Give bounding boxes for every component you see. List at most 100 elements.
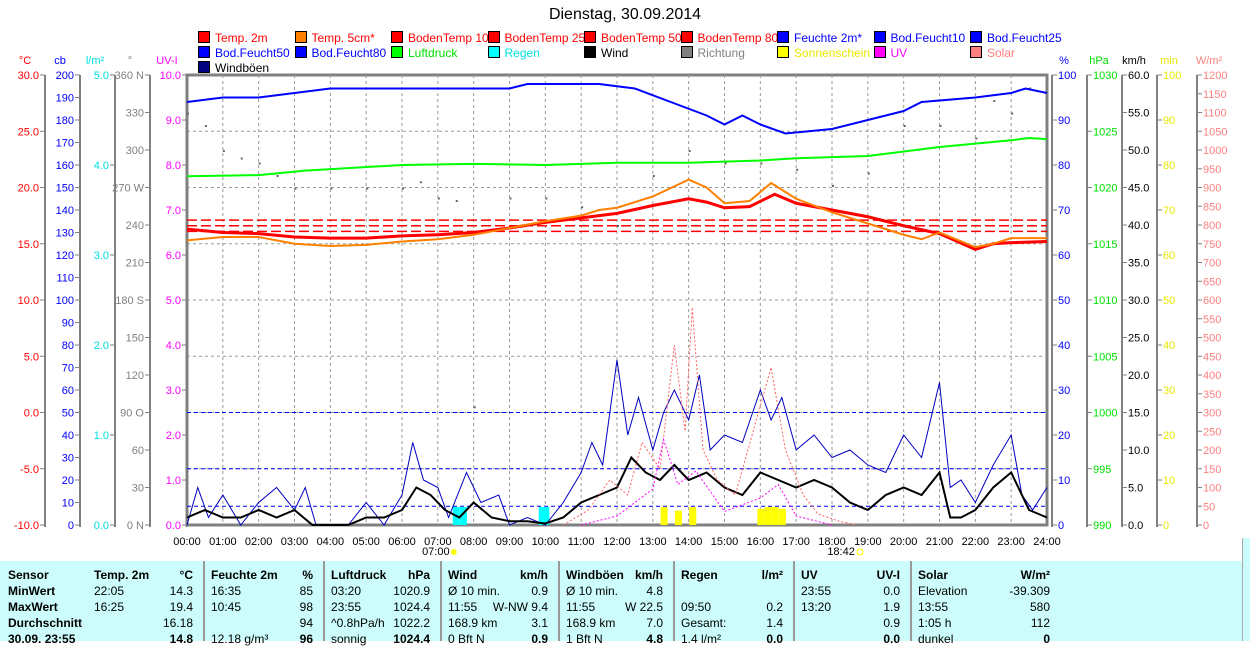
axis-tick-label: 70 bbox=[62, 363, 74, 375]
axis-tick-label: 160 bbox=[56, 160, 74, 172]
legend-swatch bbox=[391, 31, 403, 43]
table-cell: 10:45 bbox=[211, 600, 242, 614]
x-tick-label: 17:00 bbox=[782, 536, 810, 548]
axis-tick-label: 200 bbox=[56, 70, 74, 82]
table-cell: 16:25 bbox=[94, 600, 125, 614]
axis-tick-label: 20 bbox=[1163, 430, 1175, 442]
axis-tick-label: 990 bbox=[1093, 520, 1111, 532]
legend-swatch bbox=[680, 31, 693, 43]
legend-swatch bbox=[680, 46, 693, 58]
sunshine-bar bbox=[764, 507, 772, 525]
axis-tick-label: 6.0 bbox=[166, 250, 181, 262]
table-cell: 1.9 bbox=[883, 600, 900, 614]
axis-tick-label: 0 bbox=[1058, 520, 1064, 532]
table-row: 30.09. 23:55 bbox=[0, 631, 86, 647]
legend-swatch bbox=[294, 31, 307, 43]
table-column: Regen l/m² 09:50 0.2 Gesamt: 1.4 1.4 l/m² 0.0 bbox=[675, 561, 795, 646]
table-cell: Ø 10 min. bbox=[448, 584, 501, 598]
table-row: 1:05 h 112 bbox=[912, 615, 1060, 631]
axis-tick-label: 180 bbox=[56, 115, 74, 127]
scrollbar[interactable] bbox=[1242, 538, 1250, 641]
axis-tick-label: 30.0 bbox=[18, 70, 39, 82]
table-cell: 0.2 bbox=[766, 600, 783, 614]
table-cell: ^0.8hPa/h bbox=[331, 616, 385, 630]
table-row: 13:20 1.9 bbox=[795, 599, 910, 615]
table-row: 16.18 bbox=[88, 615, 203, 631]
table-header-cell: Sensor bbox=[8, 568, 49, 582]
direction-point bbox=[402, 187, 404, 190]
direction-point bbox=[652, 175, 655, 177]
legend-item: BodenTemp 10 bbox=[391, 31, 489, 45]
table-header: Solar W/m² bbox=[912, 567, 1060, 583]
axis-tick-label: 180 S bbox=[115, 295, 144, 307]
axis-tick-label: 30 bbox=[1163, 385, 1175, 397]
legend-item: BodenTemp 25 bbox=[487, 31, 585, 45]
axis-tick-label: 100 bbox=[1203, 483, 1221, 495]
table-row: 1 Bft N 4.8 bbox=[560, 631, 673, 647]
axis-tick-label: 0 bbox=[68, 520, 74, 532]
table-cell: 1:05 h bbox=[918, 616, 952, 630]
table-header-cell: l/m² bbox=[761, 568, 783, 582]
table-cell: 1.4 l/m² bbox=[681, 632, 722, 646]
legend-label: Bod.Feucht50 bbox=[215, 46, 290, 60]
legend-item: Sonnenschein bbox=[777, 46, 870, 60]
table-column: Temp. 2m °C 22:05 14.3 16:25 19.4 16.18 14.8 bbox=[88, 561, 205, 646]
axis-tick-label: 0 bbox=[1163, 520, 1169, 532]
axis-tick-label: 0.0 bbox=[94, 520, 109, 532]
table-cell: 0 bbox=[1043, 632, 1050, 646]
direction-point bbox=[437, 197, 440, 200]
legend-item: Richtung bbox=[680, 46, 745, 60]
legend-label: BodenTemp 80 bbox=[697, 31, 779, 45]
axis-tick-label: 400 bbox=[1203, 370, 1221, 382]
table-cell: Durchschnitt bbox=[8, 616, 83, 630]
axis-tick-label: 150 bbox=[1203, 464, 1221, 476]
axis-tick-label: 1.0 bbox=[94, 430, 109, 442]
axis-tick-label: 20 bbox=[62, 475, 74, 487]
table-row: 23:55 0.0 bbox=[795, 583, 910, 599]
axis-tick-label: 90 O bbox=[120, 408, 144, 420]
table-cell: 13:55 bbox=[918, 600, 949, 614]
table-cell: 19.4 bbox=[169, 600, 193, 614]
direction-point bbox=[455, 200, 458, 202]
series-feuchte-2m- bbox=[186, 83, 1048, 135]
legend-label: Feuchte 2m* bbox=[794, 31, 863, 45]
axis-tick-label: 10.0 bbox=[18, 295, 39, 307]
axis-tick-label: 700 bbox=[1203, 258, 1221, 270]
x-tick-label: 05:00 bbox=[352, 536, 380, 548]
axis-tick-label: 5.0 bbox=[1128, 483, 1143, 495]
table-header: Temp. 2m °C bbox=[88, 567, 203, 583]
sunshine-bar bbox=[778, 508, 786, 525]
x-tick-label: 12:00 bbox=[603, 536, 631, 548]
legend-label: Bod.Feucht10 bbox=[890, 31, 966, 45]
axis-tick-label: 360 N bbox=[115, 70, 144, 82]
table-header-cell: Regen bbox=[681, 568, 718, 582]
axis-tick-label: 330 bbox=[126, 108, 144, 120]
axis-tick-label: 7.0 bbox=[166, 205, 181, 217]
table-header: Wind km/h bbox=[442, 567, 558, 583]
legend-swatch bbox=[487, 46, 500, 58]
legend-swatch bbox=[970, 31, 982, 43]
legend-swatch bbox=[198, 31, 210, 43]
legend-label: Temp. 5cm* bbox=[311, 31, 375, 45]
table-header: Regen l/m² bbox=[675, 567, 793, 583]
series-solar bbox=[562, 307, 858, 526]
axis-tick-label: 0.0 bbox=[1128, 520, 1143, 532]
legend-item: Windböen bbox=[198, 61, 269, 75]
legend-item: Luftdruck bbox=[391, 46, 457, 60]
table-row: 168.9 km 3.1 bbox=[442, 615, 558, 631]
rain-bar bbox=[459, 507, 467, 525]
axis-tick-label: 50 bbox=[62, 408, 74, 420]
axis-tick-label: 90 bbox=[1163, 115, 1175, 127]
x-tick-label: 09:00 bbox=[496, 536, 524, 548]
axis-unit-sun: min bbox=[1160, 55, 1178, 67]
table-cell: 22:05 bbox=[94, 584, 125, 598]
direction-point bbox=[724, 162, 727, 165]
table-cell: 16.18 bbox=[162, 616, 193, 630]
x-tick-label: 20:00 bbox=[890, 536, 918, 548]
table-cell: MinWert bbox=[8, 584, 56, 598]
table-cell: 09:50 bbox=[681, 600, 712, 614]
table-cell: 1020.9 bbox=[393, 584, 430, 598]
axis-tick-label: -5.0 bbox=[20, 464, 39, 476]
x-tick-label: 15:00 bbox=[711, 536, 739, 548]
axis-tick-label: 350 bbox=[1203, 389, 1221, 401]
